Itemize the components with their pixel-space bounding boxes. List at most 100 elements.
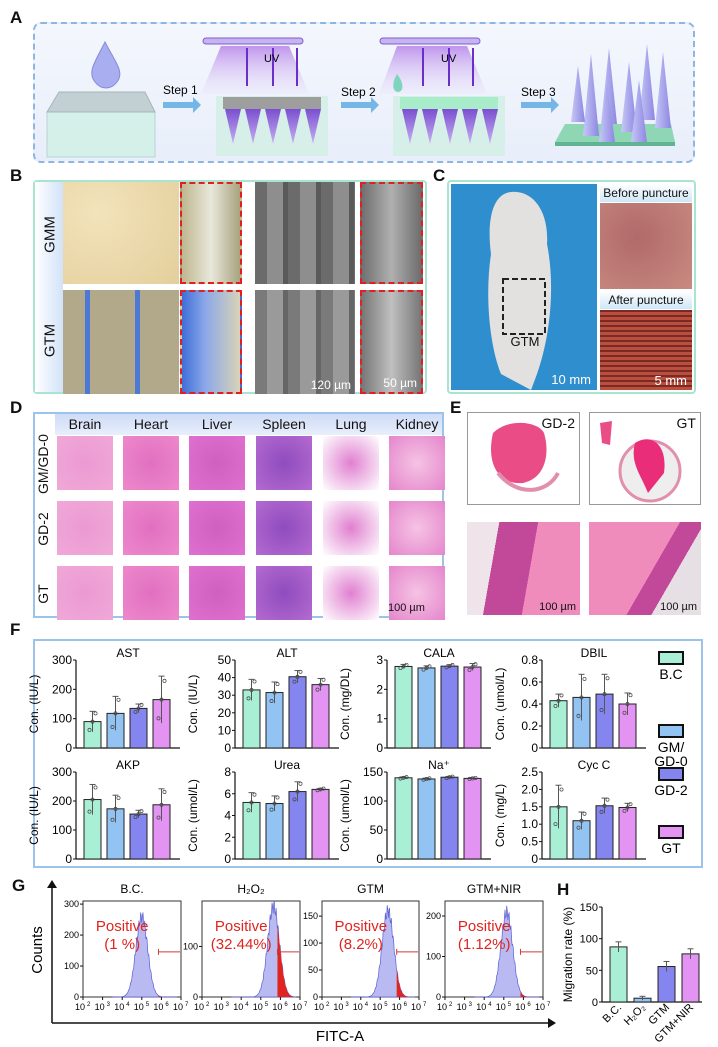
y-tick-label: 100 <box>303 938 318 948</box>
y-tick-label: 100 <box>64 961 79 971</box>
scale-label-5mm: 5 mm <box>654 373 688 388</box>
positive-label: (8.2%) <box>339 936 383 953</box>
gtm-sem-inset: 50 µm <box>360 290 423 394</box>
y-tick-label: 200 <box>426 911 441 921</box>
x-tick-label: 10 <box>515 1002 525 1012</box>
step-3-label: Step 3 <box>521 85 556 99</box>
x-tick-exponent: 3 <box>345 1002 349 1008</box>
gtm-optical-inset <box>180 290 242 394</box>
row-label-strip <box>35 182 65 392</box>
bar-B.C. <box>609 946 628 1003</box>
y-tick-label: 100 <box>183 941 198 951</box>
scale-label-d: 100 µm <box>388 602 425 614</box>
positive-label: (1 %) <box>104 936 140 953</box>
x-tick-label: 10 <box>194 1002 204 1012</box>
x-tick-exponent: 4 <box>126 1002 130 1008</box>
panel-label-a: A <box>10 8 23 27</box>
y-tick-label: 200 <box>64 930 79 940</box>
gd2-tissue-section <box>491 422 560 492</box>
x-tick-label: 10 <box>173 1002 183 1012</box>
histology-liver-1 <box>189 501 245 555</box>
positive-label: Positive <box>215 918 268 935</box>
uv-label-2: UV <box>441 53 457 65</box>
row-label-1: GD-2 <box>35 512 51 546</box>
histology-kidney-0 <box>389 436 445 490</box>
mouse-photo: GTM 10 mm <box>451 184 597 390</box>
y-tick-label: 50 <box>308 965 318 975</box>
scale-label-120um: 120 µm <box>310 378 351 392</box>
arrow-step-1-icon <box>163 97 201 113</box>
before-puncture-header: Before puncture <box>600 184 692 202</box>
uv-lamp-1-icon: UV <box>201 37 328 156</box>
column-header-spleen: Spleen <box>262 416 306 432</box>
y-tick-label: 50 <box>586 965 598 977</box>
x-tick-label: 10 <box>476 1002 486 1012</box>
bar-H₂O₂ <box>633 997 652 1003</box>
fabrication-schematic: Step 1 UV Step 2 UV Step 3 <box>46 37 675 158</box>
y-tick-label: 300 <box>64 899 79 909</box>
histology-lung-1 <box>323 501 379 555</box>
x-tick-label: GTM <box>646 1002 672 1028</box>
panel-label-d: D <box>10 398 23 417</box>
gd2-zoom-image: 100 µm <box>467 522 580 615</box>
x-tick-label: GTM+NIR <box>652 1002 696 1046</box>
histology-spleen-1 <box>256 501 312 555</box>
panel-label-g: G <box>12 876 26 895</box>
gd2-label: GD-2 <box>541 415 575 431</box>
positive-region <box>158 995 178 997</box>
gmm-sem-image <box>255 182 355 284</box>
row-divider <box>63 284 425 290</box>
x-tick-label: B.C. <box>600 1002 624 1026</box>
mouse-patch-label: GTM <box>510 334 540 349</box>
x-tick-label: 10 <box>437 1002 447 1012</box>
x-tick-label: 10 <box>95 1002 105 1012</box>
y-tick-label: 150 <box>580 902 598 914</box>
step-2-label: Step 2 <box>341 85 376 99</box>
histology-spleen-0 <box>256 436 312 490</box>
row-label-gtm: GTM <box>41 323 59 358</box>
after-puncture-header: After puncture <box>600 291 692 309</box>
x-tick-exponent: 7 <box>185 1002 189 1008</box>
skin-before-image <box>600 203 692 289</box>
x-tick-label: 10 <box>153 1002 163 1012</box>
histology-lung-0 <box>323 436 379 490</box>
gt-tissue-section <box>600 421 682 503</box>
panel-a-frame: Step 1 UV Step 2 UV Step 3 <box>33 22 695 163</box>
scale-label-e1: 100 µm <box>539 601 576 613</box>
histology-kidney-1 <box>389 501 445 555</box>
x-tick-label: 10 <box>292 1002 302 1012</box>
histology-heart-0 <box>123 436 179 490</box>
tissue-header-row <box>55 414 442 435</box>
mouse-icon <box>488 191 552 390</box>
positive-region <box>277 924 297 997</box>
y-tick-label: 0 <box>313 992 318 1002</box>
x-tick-label: 10 <box>134 1002 144 1012</box>
plot-frame <box>444 900 544 998</box>
row-label-0: GM/GD-0 <box>35 434 51 494</box>
x-tick-label: H₂O₂ <box>622 1002 648 1028</box>
panel-label-h: H <box>557 880 570 899</box>
x-tick-exponent: 6 <box>404 1002 408 1008</box>
x-tick-label: 10 <box>75 1002 85 1012</box>
histology-liver-2 <box>189 566 245 620</box>
scale-label-10mm: 10 mm <box>551 372 591 387</box>
x-tick-exponent: 3 <box>469 1002 473 1008</box>
arrow-step-3-icon <box>521 97 559 113</box>
x-tick-exponent: 6 <box>284 1002 288 1008</box>
x-tick-exponent: 5 <box>384 1002 388 1008</box>
x-tick-label: 10 <box>392 1002 402 1012</box>
x-tick-exponent: 5 <box>265 1002 269 1008</box>
x-axis-label: FITC-A <box>316 1028 364 1045</box>
x-tick-label: 10 <box>233 1002 243 1012</box>
y-tick-label: 150 <box>303 911 318 921</box>
x-tick-exponent: 3 <box>107 1002 111 1008</box>
y-axis-label: Migration rate (%) <box>561 907 575 1002</box>
x-tick-label: 10 <box>535 1002 545 1012</box>
uv-label-1: UV <box>264 53 280 65</box>
y-arrowhead-icon <box>47 880 57 888</box>
histology-lung-2 <box>323 566 379 620</box>
x-tick-exponent: 3 <box>226 1002 230 1008</box>
gmm-optical-inset <box>180 182 242 284</box>
